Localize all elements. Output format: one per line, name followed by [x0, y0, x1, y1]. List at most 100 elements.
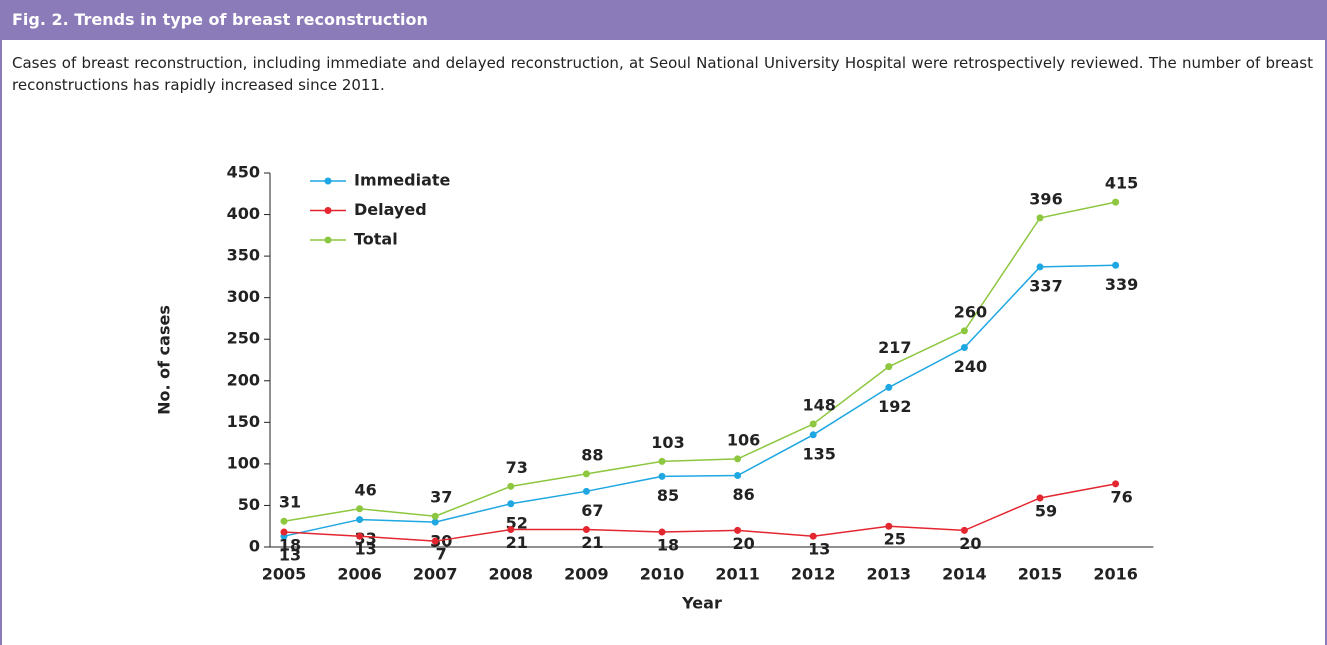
data-label: 85 — [657, 486, 679, 505]
y-tick-label: 100 — [227, 453, 260, 472]
data-point — [1036, 263, 1044, 271]
data-label: 18 — [279, 536, 301, 555]
y-tick-label: 300 — [227, 287, 260, 306]
data-point — [658, 457, 666, 465]
caption: Cases of breast reconstruction, includin… — [12, 54, 1313, 94]
data-point — [658, 528, 666, 536]
x-tick-label: 2013 — [867, 565, 912, 584]
y-tick-label: 400 — [227, 204, 260, 223]
data-point — [885, 363, 893, 371]
x-tick-label: 2011 — [715, 565, 760, 584]
data-label: 30 — [430, 532, 452, 551]
series-line — [283, 264, 1116, 537]
data-point — [582, 487, 590, 495]
data-point — [356, 516, 364, 524]
y-tick-label: 450 — [227, 163, 260, 182]
data-label: 21 — [506, 533, 528, 552]
data-label: 20 — [732, 534, 754, 553]
y-tick-label: 250 — [227, 329, 260, 348]
data-label: 103 — [651, 433, 684, 452]
data-point — [960, 344, 968, 352]
data-label: 46 — [354, 480, 376, 499]
figure-title: Fig. 2. Trends in type of breast reconst… — [2, 0, 1325, 40]
data-point — [1036, 214, 1044, 222]
data-point — [809, 420, 817, 428]
data-point — [1112, 261, 1120, 269]
data-label: 339 — [1105, 275, 1138, 294]
data-label: 73 — [506, 458, 528, 477]
data-label: 106 — [727, 430, 760, 449]
data-label: 76 — [1110, 487, 1132, 506]
x-tick-label: 2007 — [413, 565, 458, 584]
data-point — [1112, 198, 1120, 206]
data-point — [507, 526, 515, 534]
x-tick-label: 2008 — [489, 565, 534, 584]
data-label: 20 — [959, 534, 981, 553]
legend-marker — [324, 236, 332, 244]
data-label: 59 — [1035, 501, 1057, 520]
data-point — [280, 528, 288, 536]
data-label: 396 — [1029, 189, 1062, 208]
legend-label: Delayed — [354, 200, 427, 219]
data-label: 13 — [808, 540, 830, 559]
data-point — [356, 505, 364, 513]
data-point — [582, 526, 590, 534]
data-label: 13 — [279, 546, 301, 565]
x-tick-label: 2005 — [262, 565, 307, 584]
legend-label: Immediate — [354, 171, 451, 190]
data-point — [1112, 480, 1120, 488]
data-point — [431, 518, 439, 526]
x-tick-label: 2014 — [942, 565, 987, 584]
legend-marker — [324, 177, 332, 185]
series-line — [283, 201, 1116, 522]
data-point — [809, 431, 817, 439]
y-axis-label: No. of cases — [155, 305, 174, 415]
data-point — [960, 526, 968, 534]
x-axis-label: Year — [681, 594, 722, 613]
legend-label: Total — [354, 230, 398, 249]
data-point — [431, 537, 439, 545]
data-point — [885, 383, 893, 391]
legend-marker — [324, 207, 332, 214]
series-line — [283, 483, 1116, 542]
data-label: 240 — [954, 357, 987, 376]
data-label: 37 — [430, 488, 452, 507]
data-label: 148 — [802, 395, 835, 414]
data-label: 31 — [279, 493, 301, 512]
data-point — [658, 472, 666, 480]
data-label: 415 — [1105, 174, 1138, 193]
data-label: 135 — [802, 444, 835, 463]
y-tick-label: 50 — [238, 495, 260, 514]
y-tick-label: 150 — [227, 412, 260, 431]
data-label: 25 — [884, 530, 906, 549]
data-label: 260 — [954, 302, 987, 321]
data-label: 67 — [581, 501, 603, 520]
data-point — [507, 482, 515, 490]
data-point — [960, 327, 968, 335]
data-label: 21 — [581, 533, 603, 552]
data-point — [280, 517, 288, 525]
x-tick-label: 2006 — [337, 565, 382, 584]
data-point — [809, 532, 817, 540]
data-label: 217 — [878, 338, 911, 357]
data-label: 88 — [581, 445, 603, 464]
x-tick-label: 2015 — [1018, 565, 1063, 584]
y-tick-label: 200 — [227, 370, 260, 389]
data-label: 192 — [878, 397, 911, 416]
data-point — [507, 500, 515, 508]
data-point — [431, 512, 439, 520]
x-tick-label: 2012 — [791, 565, 836, 584]
data-label: 7 — [436, 545, 447, 564]
x-tick-label: 2009 — [564, 565, 609, 584]
y-tick-label: 0 — [249, 537, 260, 556]
data-point — [1036, 494, 1044, 502]
x-tick-label: 2016 — [1093, 565, 1138, 584]
data-label: 337 — [1029, 276, 1062, 295]
data-point — [734, 526, 742, 534]
data-label: 86 — [732, 485, 754, 504]
data-label: 18 — [657, 536, 679, 555]
data-point — [734, 472, 742, 480]
data-point — [734, 455, 742, 463]
